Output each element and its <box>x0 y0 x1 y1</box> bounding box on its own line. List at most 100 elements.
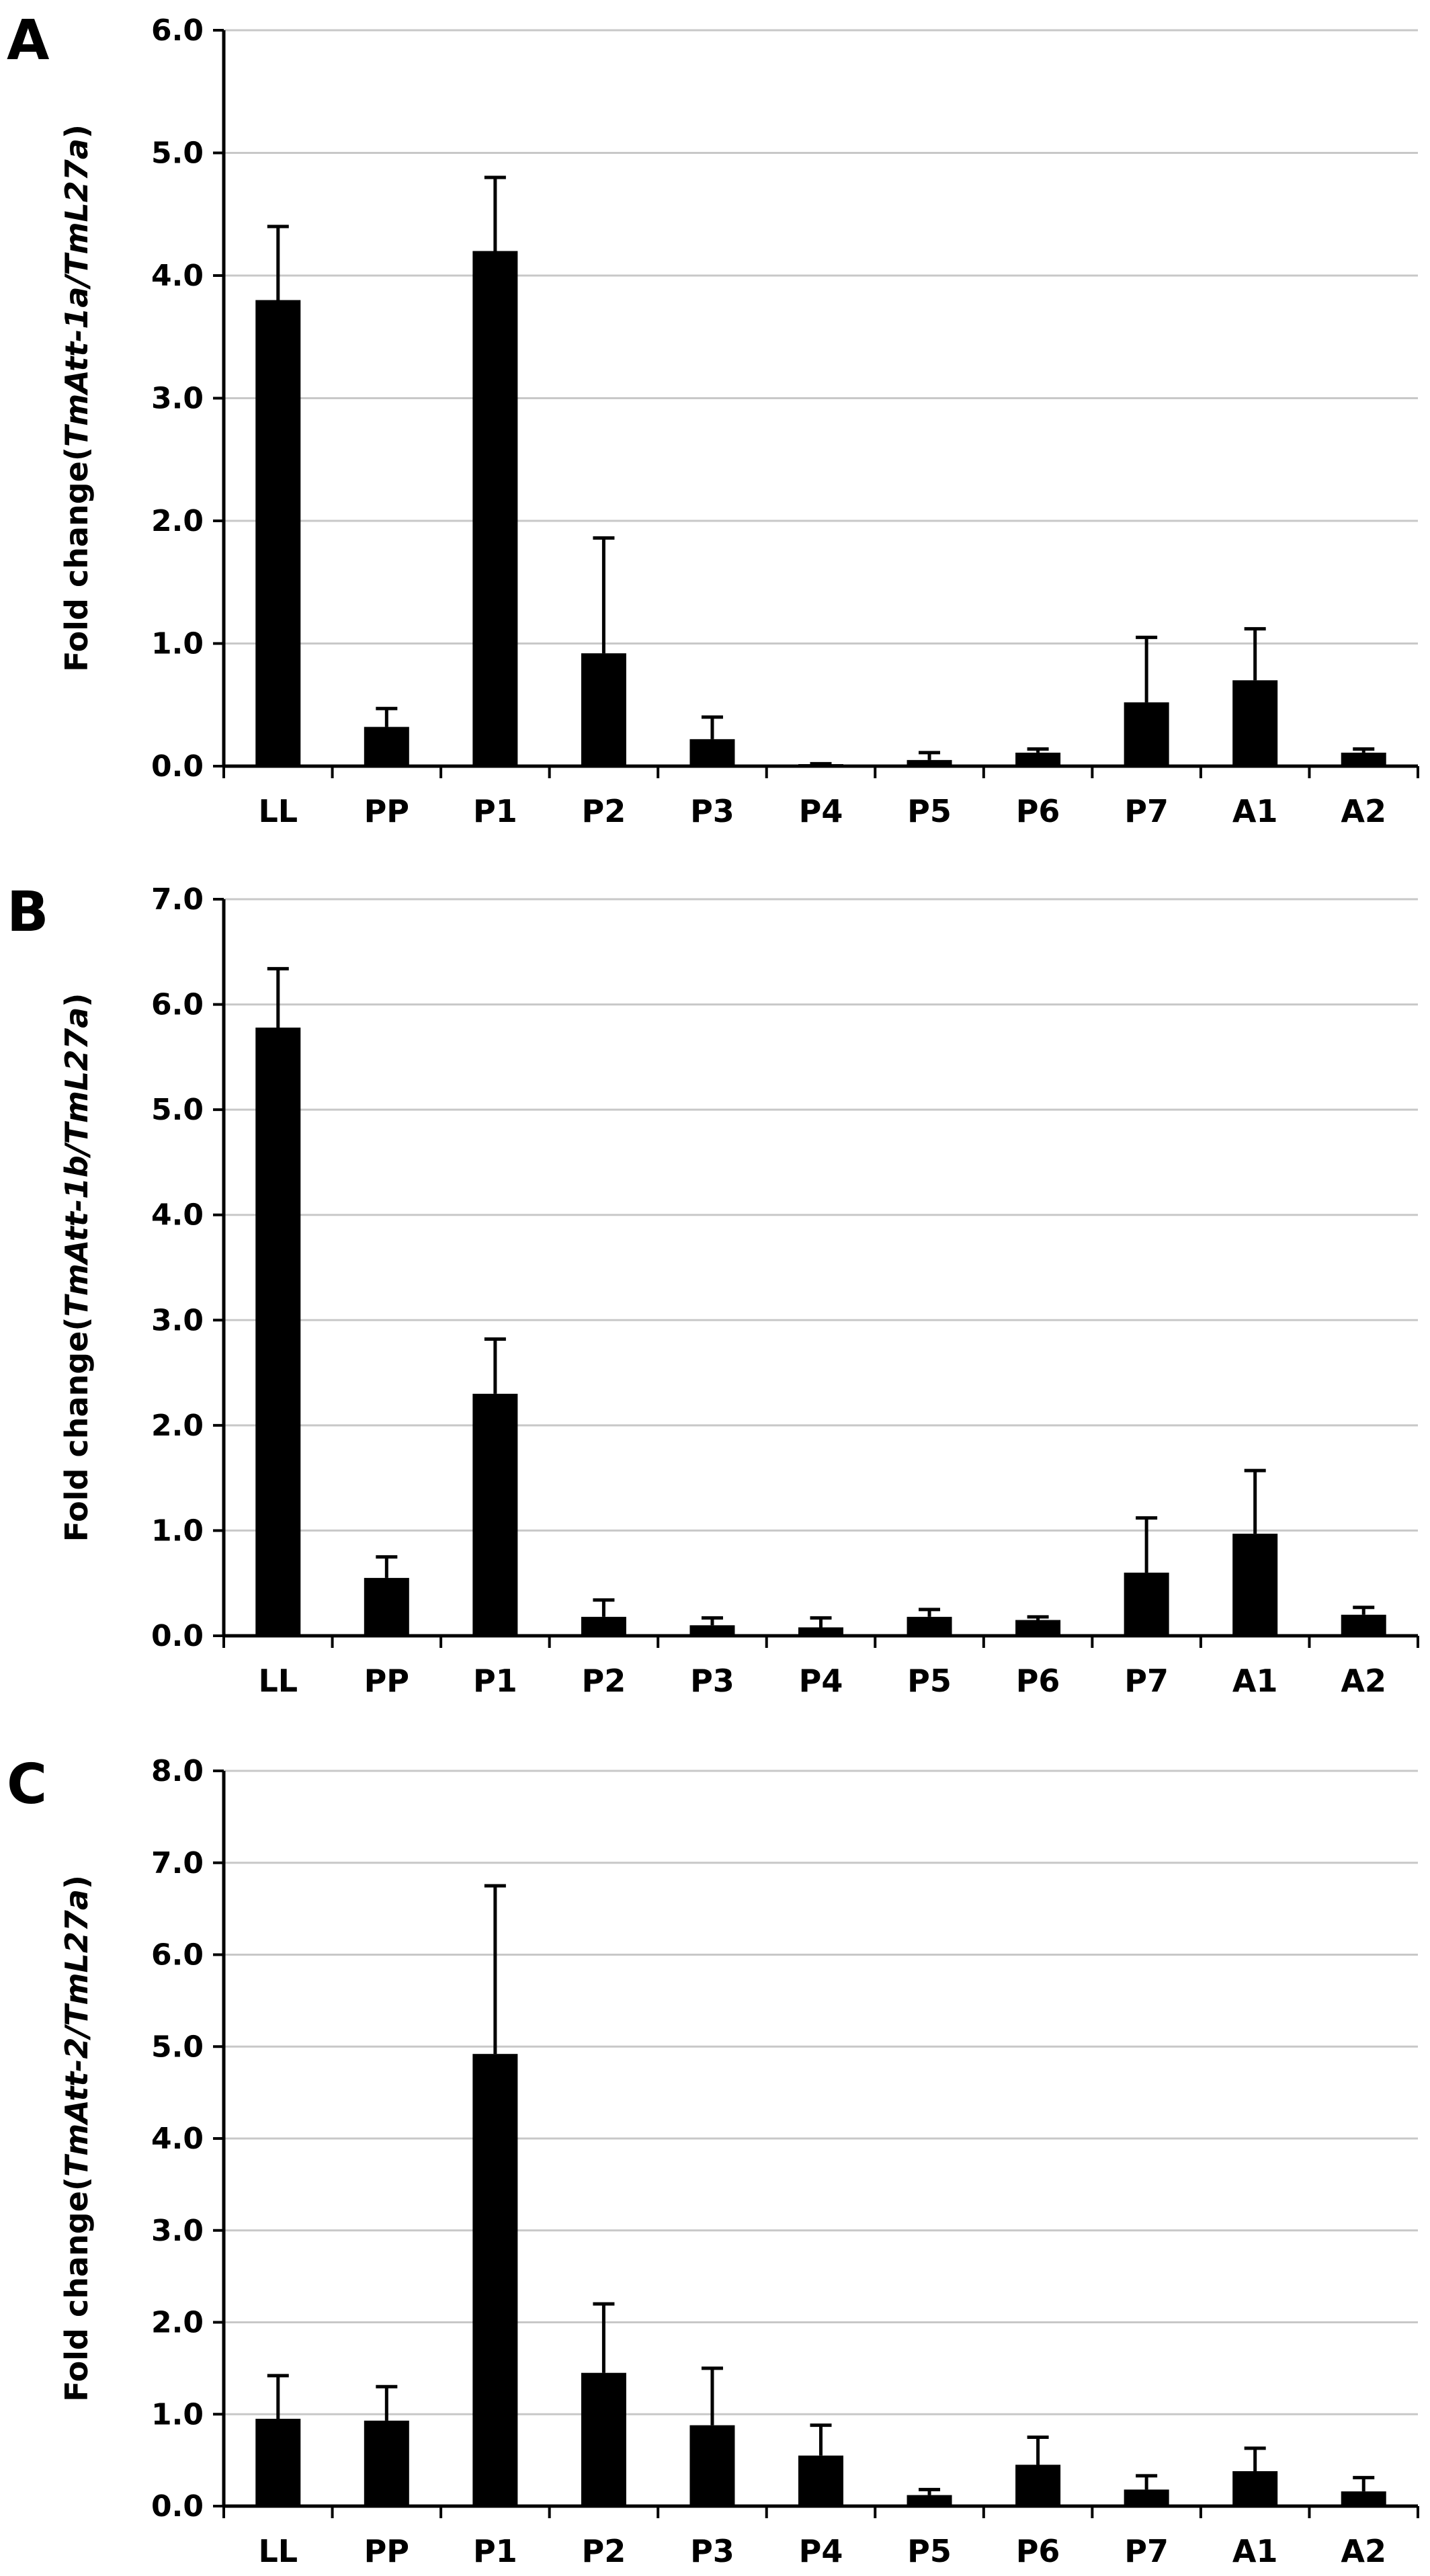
panel-letter: A <box>7 9 50 73</box>
bar-p4 <box>798 2455 843 2506</box>
bar-p2 <box>581 653 626 766</box>
bar-a1 <box>1232 1534 1278 1636</box>
bar-p7 <box>1124 2489 1169 2506</box>
y-tick-label: 3.0 <box>151 2214 204 2248</box>
bar-p7 <box>1124 702 1169 766</box>
y-tick-label: 5.0 <box>151 136 204 171</box>
y-axis-label: Fold change(TmAtt-1a/TmL27a) <box>58 124 95 672</box>
category-label: P7 <box>1124 1663 1169 1699</box>
panel-a: A 0.0 1.0 2.0 3.0 4.0 5.0 6.0 LL PP P1 P2 P3 P4 P5 P6 P7… <box>7 9 1419 829</box>
category-label: P4 <box>799 2533 843 2569</box>
category-label: PP <box>364 2533 409 2569</box>
category-label: P2 <box>582 1663 626 1699</box>
panel-b: B 0.0 1.0 2.0 3.0 4.0 5.0 6.0 7.0 LL PP P1 P2 P3 P4 P5 P… <box>7 880 1419 1699</box>
bar-pp <box>364 1577 409 1636</box>
category-label: P5 <box>907 2533 952 2569</box>
y-tick-label: 7.0 <box>151 882 204 917</box>
y-tick-label: 2.0 <box>151 504 204 538</box>
bar-p5 <box>907 2495 952 2506</box>
bar-a2 <box>1341 1614 1386 1636</box>
bar-pp <box>364 726 409 766</box>
y-tick-label: 0.0 <box>151 749 204 784</box>
bar-ll <box>255 2419 301 2506</box>
y-tick-label: 3.0 <box>151 382 204 416</box>
y-axis-label-gene: TmAtt-2/TmL27a <box>58 1889 95 2177</box>
y-axis-label-prefix: Fold change( <box>58 1317 95 1542</box>
category-label: P6 <box>1016 1663 1060 1699</box>
bar-p1 <box>472 251 518 766</box>
y-axis-label-suffix: ) <box>58 993 95 1007</box>
category-label: A1 <box>1232 793 1278 829</box>
bar-p5 <box>907 1616 952 1636</box>
category-label: P2 <box>582 793 626 829</box>
bar-p5 <box>907 759 952 766</box>
category-label: P7 <box>1124 793 1169 829</box>
y-tick-label: 8.0 <box>151 1754 204 1788</box>
y-tick-label: 0.0 <box>151 1619 204 1653</box>
category-label: P1 <box>473 2533 517 2569</box>
y-tick-label: 6.0 <box>151 13 204 48</box>
bar-a2 <box>1341 2491 1386 2506</box>
y-tick-label: 4.0 <box>151 2122 204 2156</box>
y-tick-label: 1.0 <box>151 627 204 661</box>
bar-pp <box>364 2420 409 2506</box>
category-label: P3 <box>690 2533 734 2569</box>
category-label: LL <box>258 1663 298 1699</box>
y-tick-label: 4.0 <box>151 259 204 293</box>
y-axis-label: Fold change(TmAtt-2/TmL27a) <box>58 1875 95 2402</box>
category-label: P4 <box>799 1663 843 1699</box>
bar-p6 <box>1015 2464 1061 2506</box>
y-tick-label: 7.0 <box>151 1846 204 1880</box>
category-label: P5 <box>907 793 952 829</box>
category-label: A2 <box>1341 2533 1386 2569</box>
category-label: P3 <box>690 1663 734 1699</box>
category-label: A2 <box>1341 793 1386 829</box>
y-tick-label: 2.0 <box>151 2306 204 2340</box>
bar-p7 <box>1124 1573 1169 1636</box>
bar-p4 <box>798 1627 843 1636</box>
panel-c: C 0.0 1.0 2.0 3.0 4.0 5.0 6.0 7.0 8.0 LL PP P1 P2 P3 P4… <box>7 1753 1419 2569</box>
y-tick-label: 4.0 <box>151 1198 204 1233</box>
bar-a1 <box>1232 2471 1278 2506</box>
category-label: A1 <box>1232 1663 1278 1699</box>
bar-p2 <box>581 1616 626 1636</box>
y-tick-label: 5.0 <box>151 1093 204 1127</box>
bar-p1 <box>472 2054 518 2506</box>
category-label: P7 <box>1124 2533 1169 2569</box>
bar-p6 <box>1015 1620 1061 1636</box>
panel-letter: C <box>7 1753 47 1817</box>
y-axis-label-prefix: Fold change( <box>58 447 95 672</box>
y-tick-label: 5.0 <box>151 2030 204 2064</box>
y-axis-label-suffix: ) <box>58 124 95 138</box>
y-tick-label: 6.0 <box>151 1938 204 1972</box>
bar-a2 <box>1341 752 1386 766</box>
bar-ll <box>255 1028 301 1636</box>
bar-p6 <box>1015 752 1061 766</box>
panel-letter: B <box>7 880 49 944</box>
y-tick-label: 1.0 <box>151 2397 204 2432</box>
y-axis-label-gene: TmAtt-1a/TmL27a <box>58 138 95 447</box>
category-label: P3 <box>690 793 734 829</box>
category-label: P1 <box>473 793 517 829</box>
y-axis-label-gene: TmAtt-1b/TmL27a <box>58 1007 95 1317</box>
bar-p1 <box>472 1393 518 1636</box>
y-tick-label: 1.0 <box>151 1513 204 1548</box>
category-label: P6 <box>1016 793 1060 829</box>
bar-ll <box>255 300 301 766</box>
category-label: P5 <box>907 1663 952 1699</box>
y-tick-label: 3.0 <box>151 1303 204 1337</box>
y-tick-label: 2.0 <box>151 1409 204 1443</box>
y-tick-label: 0.0 <box>151 2489 204 2524</box>
bar-p3 <box>689 1625 735 1636</box>
y-axis-label-suffix: ) <box>58 1875 95 1889</box>
y-tick-label: 6.0 <box>151 988 204 1022</box>
bar-a1 <box>1232 680 1278 766</box>
bar-p3 <box>689 739 735 766</box>
category-label: PP <box>364 1663 409 1699</box>
category-label: PP <box>364 793 409 829</box>
bar-p2 <box>581 2372 626 2506</box>
category-label: LL <box>258 793 298 829</box>
category-label: LL <box>258 2533 298 2569</box>
category-label: P2 <box>582 2533 626 2569</box>
